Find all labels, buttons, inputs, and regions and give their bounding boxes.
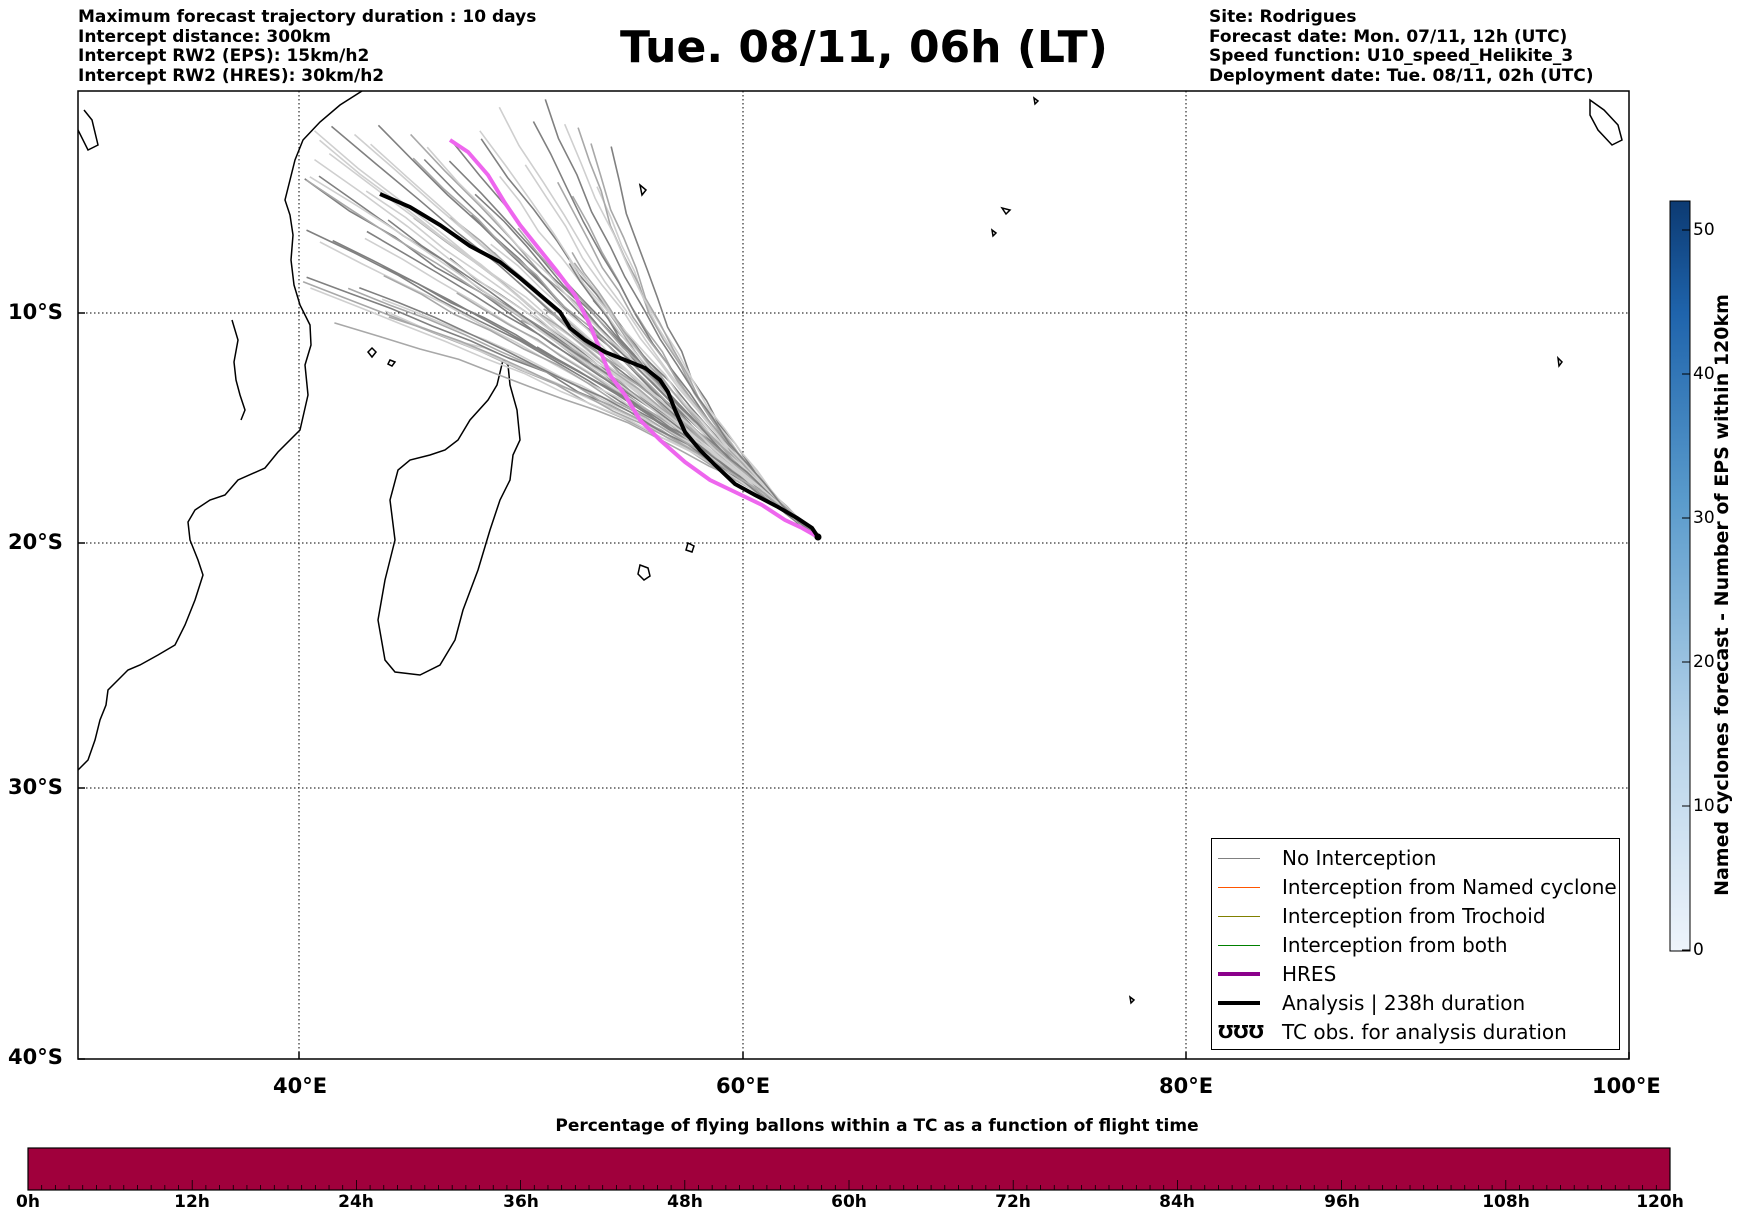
reunion-island xyxy=(685,541,695,553)
flight-time-tick-label: 96h xyxy=(1324,1192,1360,1212)
legend-swatch xyxy=(1218,915,1260,917)
legend-label: Interception from Named cyclone xyxy=(1282,875,1617,899)
flight-time-tick-label: 84h xyxy=(1159,1192,1195,1212)
map-frame xyxy=(77,90,1630,1060)
header-info-right: Site: Rodrigues Forecast date: Mon. 07/1… xyxy=(1209,7,1594,86)
colorbar-tick-label: 0 xyxy=(1693,940,1704,960)
legend-item-tc-obs: ƱƱƱ TC obs. for analysis duration xyxy=(1212,1018,1567,1046)
lon-label: 100°E xyxy=(1592,1074,1661,1098)
arabia-coastline xyxy=(78,109,99,152)
legend-label: HRES xyxy=(1282,962,1337,986)
header-info-left: Maximum forecast trajectory duration : 1… xyxy=(78,7,537,86)
header-line: Intercept distance: 300km xyxy=(78,26,331,47)
flight-time-tick-label: 12h xyxy=(174,1192,210,1212)
legend-swatch xyxy=(1218,886,1260,888)
legend-label: Analysis | 238h duration xyxy=(1282,991,1526,1015)
map-grid xyxy=(78,91,1629,1059)
tanzania-island xyxy=(231,319,246,421)
map-legend: No Interception Interception from Named … xyxy=(1211,838,1620,1050)
header-line: Intercept RW2 (EPS): 15km/h2 xyxy=(78,46,370,66)
coastlines xyxy=(78,91,1623,1005)
legend-swatch xyxy=(1218,1001,1260,1005)
amsterdam-island xyxy=(1128,995,1136,1005)
legend-item-analysis: Analysis | 238h duration xyxy=(1212,989,1525,1017)
lat-label: 20°S xyxy=(8,530,63,554)
eps-colorbar xyxy=(1669,200,1691,952)
africa-coastline xyxy=(78,91,363,771)
eps-trajectory-line xyxy=(610,146,819,539)
lon-label: 40°E xyxy=(273,1074,328,1098)
legend-item-no-interception: No Interception xyxy=(1212,844,1436,872)
chagos-island xyxy=(990,228,998,238)
header-line: Deployment date: Tue. 08/11, 02h (UTC) xyxy=(1209,65,1594,86)
colorbar-ticks xyxy=(1682,229,1690,951)
colorbar-tick-label: 20 xyxy=(1693,652,1715,672)
flight-time-tick-label: 0h xyxy=(16,1192,40,1212)
eps-trajectory-line xyxy=(544,99,820,538)
legend-label: TC obs. for analysis duration xyxy=(1282,1020,1567,1044)
header-line: Speed function: U10_speed_Helikite_3 xyxy=(1209,46,1574,66)
eps-trajectory-line xyxy=(568,263,818,538)
colorbar-tick-label: 30 xyxy=(1693,508,1715,528)
lat-label: 40°S xyxy=(8,1045,63,1069)
madagascar-coastline xyxy=(377,358,521,676)
chagos-island xyxy=(1000,206,1012,216)
eps-trajectory-line xyxy=(426,146,820,538)
legend-label: No Interception xyxy=(1282,846,1437,870)
legend-item-named-cyclone: Interception from Named cyclone xyxy=(1212,873,1617,901)
mauritius-island xyxy=(637,563,651,581)
maldives-island xyxy=(1032,96,1040,106)
legend-item-trochoid: Interception from Trochoid xyxy=(1212,902,1546,930)
legend-item-both: Interception from both xyxy=(1212,931,1508,959)
colorbar-tick-label: 40 xyxy=(1693,364,1715,384)
flight-time-bar-title: Percentage of flying ballons within a TC… xyxy=(555,1116,1199,1136)
flight-time-tick-label: 72h xyxy=(995,1192,1031,1212)
lat-label: 10°S xyxy=(8,300,63,324)
header-line: Site: Rodrigues xyxy=(1209,7,1357,27)
axis-ticks xyxy=(78,312,1630,1060)
eps-trajectory-line xyxy=(577,127,819,536)
legend-swatch xyxy=(1218,857,1260,859)
lat-label: 30°S xyxy=(8,775,63,799)
colorbar-tick-label: 50 xyxy=(1693,220,1715,240)
legend-label: Interception from Trochoid xyxy=(1282,904,1546,928)
flight-time-ticks xyxy=(27,1180,1671,1190)
sri-lanka-coastline xyxy=(1589,98,1623,146)
analysis-trajectory xyxy=(379,192,820,539)
legend-item-hres: HRES xyxy=(1212,960,1336,988)
flight-time-tick-label: 24h xyxy=(338,1192,374,1212)
flight-time-tick-label: 60h xyxy=(831,1192,867,1212)
header-line: Maximum forecast trajectory duration : 1… xyxy=(78,7,537,27)
flight-time-tick-label: 48h xyxy=(667,1192,703,1212)
colorbar-tick-label: 10 xyxy=(1693,796,1715,816)
comoros-island xyxy=(366,346,378,359)
legend-swatch xyxy=(1218,944,1260,946)
tc-symbol-icon: ƱƱƱ xyxy=(1218,1021,1264,1043)
eps-trajectory-line xyxy=(556,181,821,538)
hres-trajectory xyxy=(448,138,819,539)
lon-label: 80°E xyxy=(1159,1074,1214,1098)
flight-time-tick-label: 120h xyxy=(1636,1192,1684,1212)
eps-trajectories xyxy=(302,99,821,540)
comoros-island xyxy=(386,359,397,367)
eps-trajectory-line xyxy=(383,274,820,540)
launch-site-marker xyxy=(814,533,822,541)
flight-time-tick-label: 36h xyxy=(503,1192,539,1212)
lon-label: 60°E xyxy=(716,1074,771,1098)
legend-label: Interception from both xyxy=(1282,933,1508,957)
map-title: Tue. 08/11, 06h (LT) xyxy=(620,22,1108,73)
eps-trajectory-line xyxy=(370,143,818,537)
flight-time-tick-label: 108h xyxy=(1482,1192,1530,1212)
header-line: Intercept RW2 (HRES): 30km/h2 xyxy=(78,65,385,86)
eps-trajectory-line xyxy=(305,179,818,539)
legend-swatch xyxy=(1218,972,1260,976)
seychelles-island xyxy=(638,183,648,197)
header-line: Forecast date: Mon. 07/11, 12h (UTC) xyxy=(1209,26,1568,47)
cocos-island xyxy=(1556,355,1563,368)
